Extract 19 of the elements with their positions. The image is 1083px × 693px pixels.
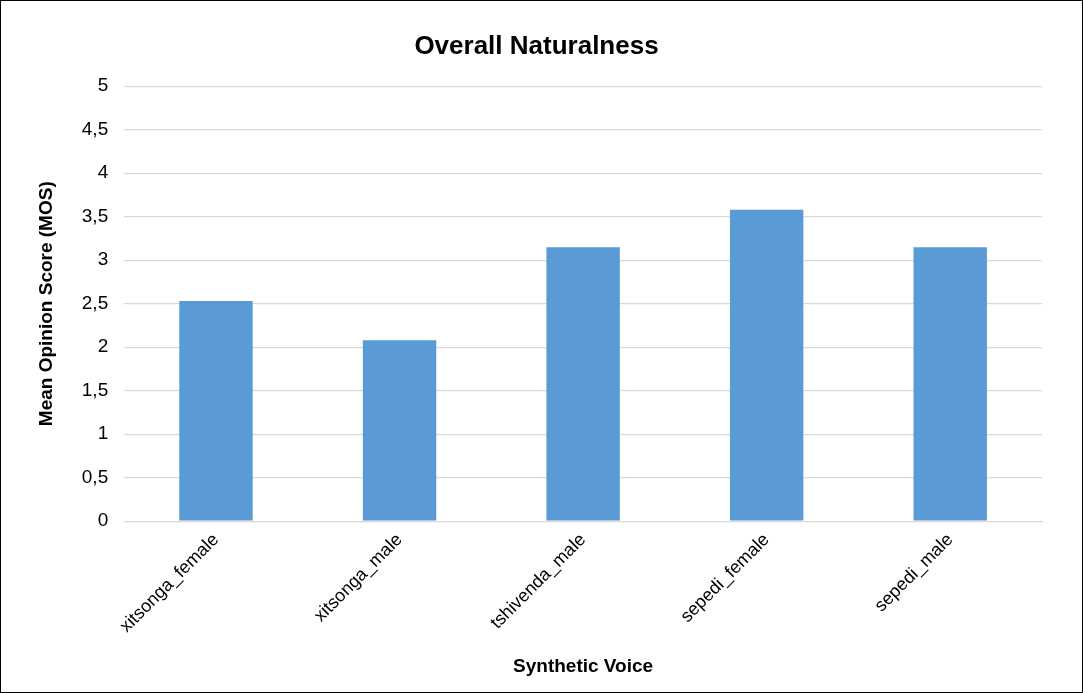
bar (913, 247, 987, 521)
bar (546, 247, 620, 521)
y-tick-label: 4,5 (81, 117, 109, 139)
y-tick-label: 0 (97, 509, 109, 531)
y-tick-label: 2,5 (81, 291, 109, 313)
y-tick-label: 1 (97, 422, 109, 444)
y-axis-title: Mean Opinion Score (MOS) (34, 181, 56, 427)
chart-title: Overall Naturalness (414, 29, 659, 60)
bar (179, 301, 253, 521)
y-tick-label: 2 (97, 335, 109, 357)
y-tick-label: 1,5 (81, 378, 109, 400)
y-tick-label: 5 (97, 74, 109, 96)
y-tick-label: 4 (97, 161, 109, 183)
bar (729, 209, 804, 521)
y-tick-label: 3,5 (81, 204, 109, 226)
x-axis-title: Synthetic Voice (513, 654, 654, 676)
y-tick-label: 0,5 (81, 465, 109, 487)
bar (362, 340, 437, 521)
y-tick-label: 3 (97, 248, 109, 270)
